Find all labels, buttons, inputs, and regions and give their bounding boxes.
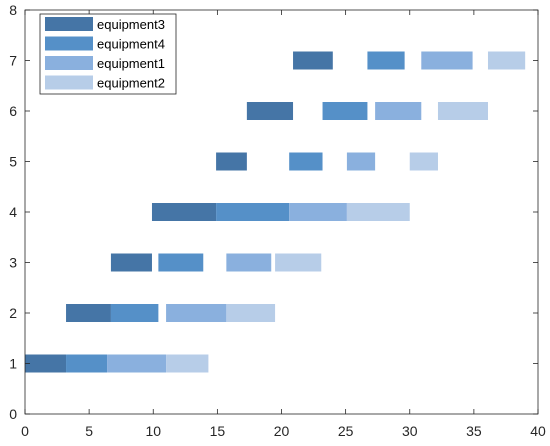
bar-equipment4-row-1 bbox=[66, 354, 108, 373]
bar-equipment4-row-6 bbox=[322, 102, 368, 120]
bar-equipment3-row-5 bbox=[216, 152, 247, 171]
legend-swatch-equipment2 bbox=[45, 75, 93, 90]
bar-equipment3-row-4 bbox=[151, 203, 217, 221]
bar-equipment2-row-7 bbox=[487, 51, 526, 70]
bar-equipment1-row-3 bbox=[226, 253, 272, 272]
legend-label-equipment3: equipment3 bbox=[97, 17, 165, 32]
bars-layer bbox=[25, 51, 526, 373]
bar-equipment1-row-5 bbox=[346, 152, 376, 171]
y-tick-label: 5 bbox=[9, 154, 17, 170]
y-tick-label: 7 bbox=[9, 53, 17, 69]
legend-label-equipment1: equipment1 bbox=[97, 56, 165, 71]
bar-equipment1-row-4 bbox=[289, 203, 347, 221]
bar-equipment4-row-5 bbox=[289, 152, 323, 171]
x-tick-label: 15 bbox=[210, 423, 226, 439]
bar-equipment2-row-4 bbox=[346, 203, 410, 221]
legend-swatch-equipment1 bbox=[45, 56, 93, 70]
y-tick-label: 8 bbox=[9, 2, 17, 18]
x-tick-label: 30 bbox=[402, 423, 418, 439]
y-tick-label: 1 bbox=[9, 356, 17, 372]
bar-equipment4-row-4 bbox=[216, 203, 290, 221]
x-tick-label: 10 bbox=[145, 423, 161, 439]
bar-equipment1-row-7 bbox=[421, 51, 473, 70]
x-tick-label: 35 bbox=[466, 423, 482, 439]
y-tick-label: 2 bbox=[9, 305, 17, 321]
bar-equipment3-row-7 bbox=[293, 51, 333, 70]
x-tick-label: 5 bbox=[85, 423, 93, 439]
y-tick-label: 6 bbox=[9, 103, 17, 119]
bar-equipment3-row-6 bbox=[246, 102, 294, 120]
bar-equipment2-row-2 bbox=[226, 304, 276, 322]
x-tick-label: 25 bbox=[338, 423, 354, 439]
bar-equipment2-row-6 bbox=[437, 102, 488, 120]
bar-equipment2-row-5 bbox=[409, 152, 438, 171]
legend-label-equipment2: equipment2 bbox=[97, 76, 165, 91]
x-tick-label: 40 bbox=[530, 423, 546, 439]
bar-equipment4-row-7 bbox=[367, 51, 405, 70]
x-tick-label: 20 bbox=[274, 423, 290, 439]
bar-equipment3-row-3 bbox=[110, 253, 152, 272]
axes-layer: 0 5 10 15 20 25 30 35 40 0 1 2 3 4 5 6 7 8 bbox=[9, 2, 546, 439]
y-tick-label: 0 bbox=[9, 406, 17, 422]
legend-swatch-equipment4 bbox=[45, 36, 93, 51]
bar-equipment1-row-2 bbox=[166, 304, 227, 322]
bar-equipment3-row-1 bbox=[25, 354, 67, 373]
x-tick-label: 0 bbox=[21, 423, 29, 439]
bar-equipment4-row-2 bbox=[110, 304, 159, 322]
bar-equipment2-row-1 bbox=[166, 354, 209, 373]
y-tick-label: 4 bbox=[9, 204, 17, 220]
bar-equipment1-row-6 bbox=[375, 102, 422, 120]
y-tick-label: 3 bbox=[9, 255, 17, 271]
bar-equipment1-row-1 bbox=[107, 354, 167, 373]
legend-label-equipment4: equipment4 bbox=[97, 37, 165, 52]
bar-equipment3-row-2 bbox=[66, 304, 111, 322]
legend: equipment3 equipment4 equipment1 equipment2 bbox=[39, 13, 177, 95]
legend-swatch-equipment3 bbox=[45, 17, 93, 31]
bar-equipment4-row-3 bbox=[158, 253, 204, 272]
bar-equipment2-row-3 bbox=[275, 253, 322, 272]
